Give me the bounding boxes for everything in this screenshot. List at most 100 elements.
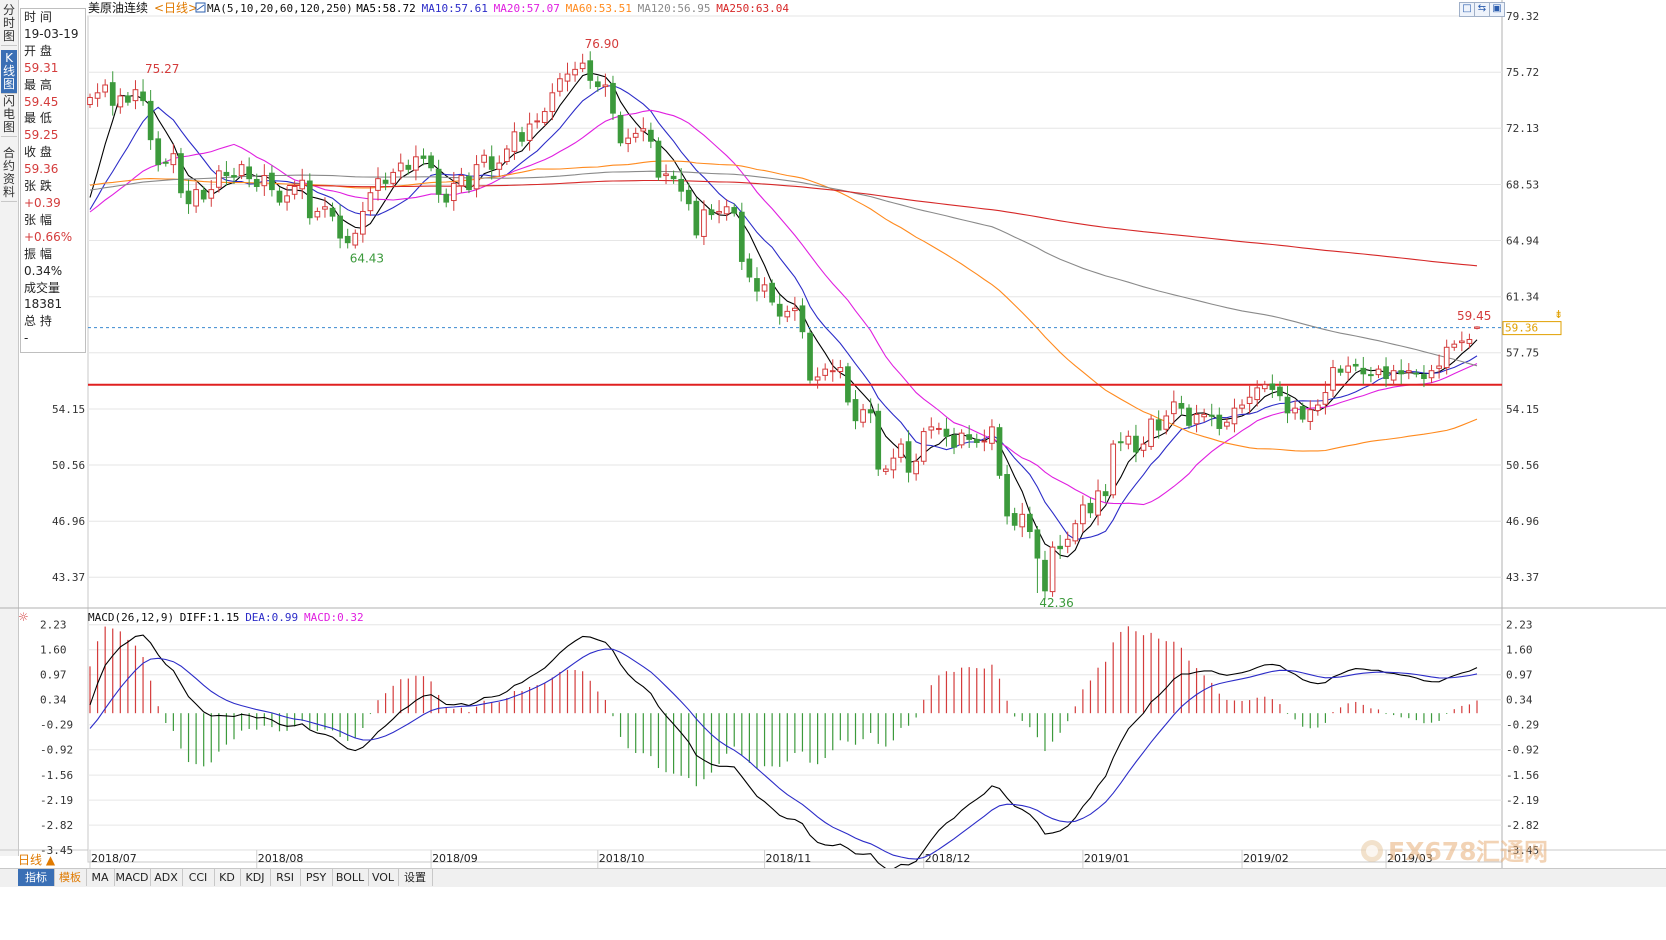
candle — [928, 417, 935, 439]
candle — [1405, 363, 1412, 380]
candle — [731, 203, 738, 217]
candle-body — [215, 170, 222, 188]
candle-body — [200, 189, 207, 200]
candle-body — [1193, 413, 1200, 425]
candle — [1368, 366, 1374, 383]
candle — [663, 164, 669, 185]
info-value-1: 59.31 — [24, 60, 59, 75]
candle — [443, 188, 450, 208]
indicator-tab-KDJ[interactable]: KDJ — [240, 869, 271, 886]
macd-tick-right-3: 0.34 — [1506, 694, 1533, 707]
candle — [1208, 403, 1215, 427]
candle-body — [132, 89, 139, 102]
window-button-2[interactable]: ▣ — [1489, 2, 1505, 17]
candle — [989, 419, 995, 451]
candle — [670, 170, 677, 184]
candle-body — [708, 209, 715, 216]
candle-body — [299, 179, 306, 190]
indicator-tab-模板[interactable]: 模板 — [54, 869, 87, 886]
candle — [1057, 534, 1063, 559]
candle-body — [1224, 421, 1230, 427]
left-tab-3[interactable]: 合约资料 — [1, 145, 17, 202]
candle — [1261, 380, 1268, 393]
candle — [1413, 369, 1420, 378]
candle-body — [792, 307, 798, 312]
candle — [496, 155, 503, 177]
candle-body — [754, 278, 760, 292]
macd-settings-icon[interactable]: ☼ — [18, 610, 29, 624]
candle — [276, 187, 283, 206]
candle — [435, 159, 442, 203]
candle-body — [1072, 523, 1079, 542]
candle — [1466, 333, 1473, 349]
kline-tick-right-9: 46.96 — [1506, 515, 1539, 528]
indicator-tab-VOL[interactable]: VOL — [368, 869, 399, 886]
candle-body — [966, 434, 973, 440]
candle — [1239, 399, 1245, 414]
candle-body — [685, 189, 692, 205]
candle-body — [1140, 443, 1147, 451]
kline-tick-right-0: 79.32 — [1506, 10, 1539, 23]
candle-body — [989, 426, 995, 444]
candle-body — [1254, 387, 1261, 401]
month-label-2019/02: 2019/02 — [1243, 852, 1289, 865]
candle — [966, 425, 973, 448]
candle — [1125, 430, 1132, 450]
candle — [208, 180, 215, 207]
candle-body — [784, 310, 791, 318]
indicator-tab-MACD[interactable]: MACD — [114, 869, 151, 886]
window-button-1[interactable]: ⇆ — [1474, 2, 1490, 17]
candle-body — [913, 460, 919, 475]
indicator-tab-CCI[interactable]: CCI — [182, 869, 215, 886]
indicator-tab-指标[interactable]: 指标 — [18, 869, 55, 886]
candle-body — [1421, 374, 1427, 380]
candle — [564, 62, 571, 92]
candle — [1451, 340, 1458, 351]
window-button-0[interactable]: □ — [1459, 2, 1475, 17]
left-tab-2[interactable]: 闪电图 — [1, 93, 17, 137]
candle-body — [1458, 340, 1465, 344]
candle-body — [693, 200, 700, 236]
candle — [814, 367, 821, 389]
candle — [1216, 407, 1223, 436]
month-label-2019/03: 2019/03 — [1387, 852, 1433, 865]
candle-body — [117, 95, 124, 108]
candle-body — [1405, 370, 1412, 373]
candle — [1004, 464, 1010, 525]
macd-tick-left-8: -2.82 — [40, 819, 73, 832]
candle-body — [1269, 383, 1276, 390]
indicator-tab-KD[interactable]: KD — [214, 869, 241, 886]
candle-body — [428, 155, 434, 169]
candle-body — [829, 370, 836, 373]
candle — [466, 172, 472, 194]
macd-tick-left-2: 0.97 — [40, 669, 67, 682]
candle-body — [920, 431, 927, 462]
candle-body — [1080, 504, 1086, 525]
indicator-tab-MA[interactable]: MA — [86, 869, 115, 886]
candle — [215, 165, 222, 193]
candle-body — [375, 178, 381, 191]
candle-body — [413, 156, 419, 171]
macd-tick-left-5: -0.92 — [40, 744, 73, 757]
chart-area[interactable]: 79.32 75.72 72.13 68.53 64.94 61.34 57.75 54.15… — [0, 0, 1666, 868]
candle — [655, 137, 662, 181]
macd-tick-right-6: -1.56 — [1506, 769, 1539, 782]
candle-body — [109, 82, 116, 106]
period-selector[interactable]: 日线 ▲ — [18, 853, 56, 867]
indicator-tab-PSY[interactable]: PSY — [300, 869, 333, 886]
indicator-tab-BOLL[interactable]: BOLL — [332, 869, 369, 886]
candle-body — [140, 91, 146, 102]
indicator-tab-ADX[interactable]: ADX — [150, 869, 183, 886]
candle-body — [473, 164, 480, 190]
candle-body — [958, 432, 965, 446]
candle — [860, 403, 866, 428]
candle-body — [814, 376, 821, 381]
candle-body — [1368, 374, 1374, 377]
indicator-tab-设置[interactable]: 设置 — [398, 869, 433, 886]
indicator-tab-RSI[interactable]: RSI — [270, 869, 301, 886]
left-tab-0[interactable]: 分时图 — [1, 2, 17, 46]
candle — [367, 186, 374, 216]
candle — [648, 122, 654, 149]
info-value-8: 18381 — [24, 297, 63, 312]
